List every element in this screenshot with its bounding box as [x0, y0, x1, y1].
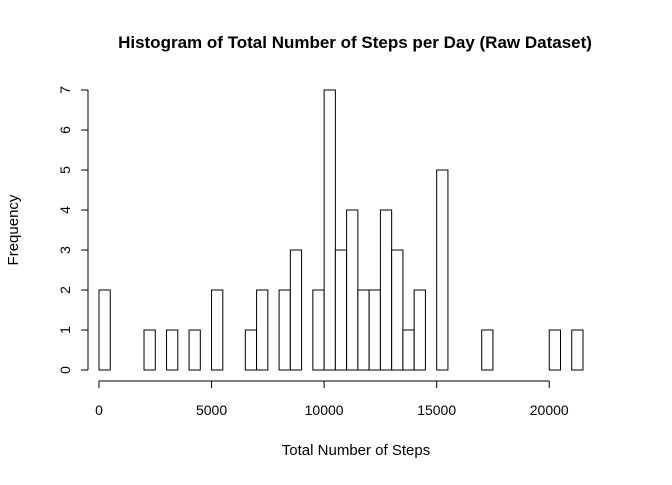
histogram-bar — [323, 89, 336, 371]
y-tick-label: 5 — [57, 166, 73, 174]
histogram-bar — [357, 289, 370, 371]
histogram-bar — [98, 289, 111, 371]
histogram-bar — [346, 209, 359, 371]
bars-group — [98, 89, 584, 371]
histogram-bar — [211, 289, 224, 371]
histogram-bar — [289, 249, 303, 371]
x-tick-label: 15000 — [417, 402, 456, 418]
histogram-bar — [166, 329, 179, 371]
y-tick-label: 2 — [57, 286, 73, 294]
histogram-bar — [143, 329, 156, 371]
y-tick-label: 6 — [57, 126, 73, 134]
histogram-bar — [571, 329, 584, 371]
histogram-bar — [368, 289, 381, 371]
x-tick-label: 0 — [95, 402, 103, 418]
histogram-bar — [312, 289, 325, 371]
histogram-bar — [548, 329, 561, 371]
histogram-bar — [481, 329, 494, 371]
histogram-bar — [402, 329, 415, 371]
histogram-bar — [391, 249, 404, 371]
chart-title: Histogram of Total Number of Steps per D… — [118, 33, 592, 52]
histogram-bar — [244, 329, 258, 371]
histogram-bar — [436, 169, 449, 371]
y-axis: 0 1 2 3 4 5 6 7 — [57, 86, 89, 374]
histogram-bar — [379, 209, 393, 371]
y-tick-label: 1 — [57, 326, 73, 334]
y-tick-label: 3 — [57, 246, 73, 254]
x-tick-label: 20000 — [530, 402, 569, 418]
histogram-bar — [413, 289, 426, 371]
histogram-bar — [256, 289, 269, 371]
x-axis: 0 5000 10000 15000 20000 — [95, 380, 569, 418]
x-tick-label: 5000 — [196, 402, 227, 418]
histogram-bar — [334, 249, 348, 371]
y-tick-label: 4 — [57, 206, 73, 214]
histogram-bar — [278, 289, 291, 371]
y-axis-title: Frequency — [5, 194, 22, 265]
histogram-bar — [188, 329, 201, 371]
y-tick-label: 0 — [57, 366, 73, 374]
x-axis-title: Total Number of Steps — [282, 442, 430, 459]
y-tick-label: 7 — [57, 86, 73, 94]
x-tick-label: 10000 — [305, 402, 344, 418]
